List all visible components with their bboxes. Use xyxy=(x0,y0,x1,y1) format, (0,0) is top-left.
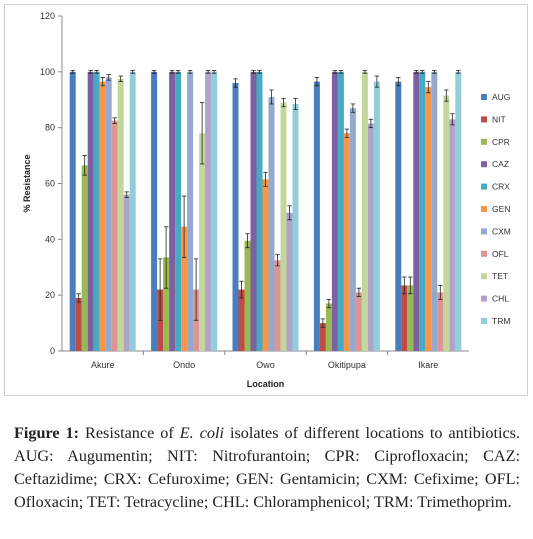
x-tick-label: Ondo xyxy=(173,360,195,370)
bar-crx-ondo xyxy=(175,71,182,351)
bar-cpr-ikare xyxy=(407,285,414,351)
bar-tet-ondo xyxy=(199,133,206,351)
bar-gen-ondo xyxy=(181,226,188,351)
chart: 0 20 40 60 80 100 120 % Resistance Akure Ondo Owo O… xyxy=(22,11,511,389)
legend-label-chl: CHL xyxy=(492,294,509,304)
legend-swatch-nit xyxy=(481,116,487,123)
legend-swatch-caz xyxy=(481,161,487,168)
bar-caz-ondo xyxy=(169,71,176,351)
bar-caz-ikare xyxy=(413,71,420,351)
bar-caz-akure xyxy=(87,71,94,351)
legend-swatch-ofl xyxy=(481,250,487,257)
legend-label-trm: TRM xyxy=(492,316,510,326)
legend-swatch-gen xyxy=(481,206,487,212)
bar-crx-akure xyxy=(93,71,100,351)
x-axis-title: Location xyxy=(247,379,285,389)
bar-cxm-ikare xyxy=(431,71,438,351)
bar-cxm-owo xyxy=(268,96,275,351)
bar-aug-owo xyxy=(232,83,239,351)
bar-crx-ikare xyxy=(419,71,426,351)
legend-swatch-trm xyxy=(481,318,487,324)
bar-cpr-akure xyxy=(81,165,88,351)
legend-label-caz: CAZ xyxy=(492,159,509,169)
legend-swatch-cpr xyxy=(481,138,487,145)
x-tick-label: Akure xyxy=(91,360,115,370)
x-tick-label: Owo xyxy=(256,360,275,370)
legend-label-cpr: CPR xyxy=(492,137,510,147)
bar-gen-ikare xyxy=(425,87,432,351)
bar-aug-akure xyxy=(69,71,76,351)
bar-nit-akure xyxy=(75,297,82,351)
bar-ofl-owo xyxy=(274,260,281,351)
legend-swatch-tet xyxy=(481,273,487,280)
bar-ofl-okitipupa xyxy=(355,292,362,351)
bar-chl-owo xyxy=(286,212,293,351)
caption-text-2: isolates of different locations to antib… xyxy=(14,424,520,511)
bar-aug-ikare xyxy=(395,81,402,352)
bar-cxm-ondo xyxy=(187,71,194,351)
figure-frame xyxy=(4,4,528,396)
y-axis-title: % Resistance xyxy=(22,154,32,212)
y-tick-label: 120 xyxy=(40,11,55,21)
legend-label-nit: NIT xyxy=(492,114,506,124)
bar-trm-akure xyxy=(129,71,136,351)
bar-chl-akure xyxy=(123,194,130,351)
y-tick-label: 60 xyxy=(45,179,55,189)
bar-gen-okitipupa xyxy=(343,133,350,351)
legend-label-crx: CRX xyxy=(492,182,510,192)
caption-text-1: Resistance of xyxy=(79,424,180,442)
bar-chl-okitipupa xyxy=(367,123,374,352)
legend-label-aug: AUG xyxy=(492,92,510,102)
legend-label-tet: TET xyxy=(492,271,508,281)
bar-nit-owo xyxy=(238,289,245,351)
legend-swatch-aug xyxy=(481,94,487,100)
bar-tet-akure xyxy=(117,78,124,351)
bar-nit-ikare xyxy=(401,285,408,351)
bar-aug-okitipupa xyxy=(313,81,320,352)
bar-nit-okitipupa xyxy=(319,323,326,351)
bar-crx-okitipupa xyxy=(337,71,344,351)
bar-cxm-akure xyxy=(105,77,112,352)
bar-gen-owo xyxy=(262,179,269,351)
y-tick-label: 40 xyxy=(45,234,55,244)
bar-gen-akure xyxy=(99,81,106,352)
x-tick-label: Ikare xyxy=(418,360,438,370)
bar-ofl-akure xyxy=(111,120,118,351)
bar-cxm-okitipupa xyxy=(349,108,356,351)
bar-cpr-ondo xyxy=(163,257,170,351)
y-tick-label: 100 xyxy=(40,67,55,77)
legend-swatch-crx xyxy=(481,183,487,190)
bar-chl-ondo xyxy=(205,71,212,351)
caption-label: Figure 1: xyxy=(14,424,80,442)
bar-tet-owo xyxy=(280,102,287,352)
bar-aug-ondo xyxy=(151,71,158,351)
bar-tet-ikare xyxy=(443,95,450,351)
legend-swatch-chl xyxy=(481,295,487,302)
caption-organism: E. coli xyxy=(179,424,224,442)
figure-caption: Figure 1: Resistance of E. coli isolates… xyxy=(14,422,520,514)
bar-caz-owo xyxy=(250,71,257,351)
legend-swatch-cxm xyxy=(481,228,487,235)
bar-crx-owo xyxy=(256,71,263,351)
legend-label-ofl: OFL xyxy=(492,249,509,259)
bar-ofl-ikare xyxy=(437,292,444,351)
bar-cpr-okitipupa xyxy=(325,303,332,351)
bar-trm-owo xyxy=(292,103,299,351)
bar-chl-ikare xyxy=(449,119,456,352)
bar-caz-okitipupa xyxy=(331,71,338,351)
legend-label-gen: GEN xyxy=(492,204,510,214)
y-tick-label: 80 xyxy=(45,123,55,133)
y-tick-label: 20 xyxy=(45,290,55,300)
y-tick-label: 0 xyxy=(50,346,55,356)
legend-label-cxm: CXM xyxy=(492,226,511,236)
bar-tet-okitipupa xyxy=(361,71,368,351)
bar-cpr-owo xyxy=(244,240,251,351)
bar-trm-ikare xyxy=(455,71,462,351)
bar-trm-ondo xyxy=(211,71,218,351)
bar-trm-okitipupa xyxy=(373,81,380,352)
x-tick-label: Okitipupa xyxy=(328,360,366,370)
